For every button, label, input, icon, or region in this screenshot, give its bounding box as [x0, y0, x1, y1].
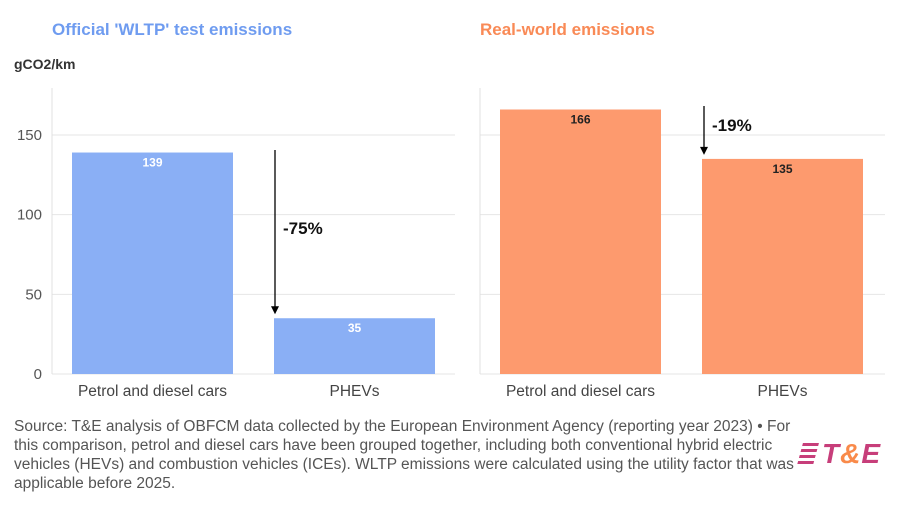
change-annotation: -75% — [283, 219, 323, 238]
x-tick-label: PHEVs — [758, 383, 808, 400]
data-label: 35 — [348, 321, 362, 335]
te-logo: T&E — [797, 438, 882, 470]
y-tick-label: 100 — [17, 207, 42, 224]
logo-amp: & — [840, 438, 862, 469]
bar — [72, 152, 233, 374]
data-label: 139 — [142, 156, 162, 170]
logo-stripes-icon — [797, 443, 819, 465]
change-annotation: -19% — [712, 116, 752, 135]
data-label: 166 — [570, 113, 590, 127]
x-tick-label: Petrol and diesel cars — [78, 383, 227, 400]
bar — [274, 318, 435, 374]
chart-title: Official 'WLTP' test emissions — [52, 20, 292, 39]
x-tick-label: PHEVs — [330, 383, 380, 400]
source-note: Source: T&E analysis of OBFCM data colle… — [14, 418, 794, 492]
bar — [500, 109, 661, 375]
y-tick-label: 0 — [34, 366, 42, 383]
y-tick-label: 50 — [25, 286, 42, 303]
arrow-head — [700, 146, 708, 155]
chart: Official 'WLTP' test emissions 0 50 100 150 g… — [14, 20, 885, 400]
x-tick-label: Petrol and diesel cars — [506, 383, 655, 400]
arrow-head — [271, 306, 279, 315]
bar — [702, 158, 863, 374]
y-tick-label: 150 — [17, 127, 42, 144]
logo-e: E — [861, 438, 882, 469]
data-label: 135 — [772, 162, 792, 176]
y-axis-label: gCO2/km — [14, 56, 75, 72]
chart-title: Real-world emissions — [480, 20, 655, 39]
logo-t: T — [822, 438, 841, 469]
